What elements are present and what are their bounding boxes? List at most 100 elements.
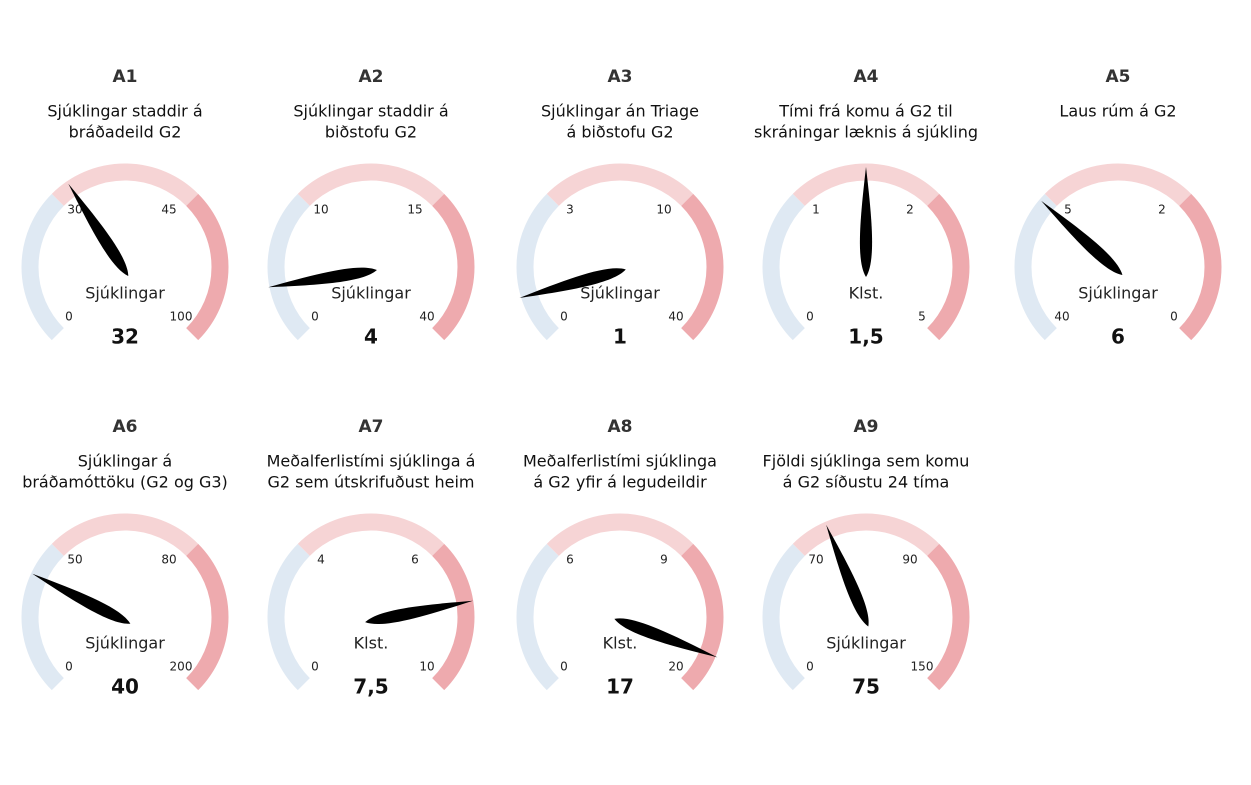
gauge-tick-label: 0: [311, 310, 319, 324]
gauge-band: [186, 543, 229, 691]
gauge-title: Laus rúm á G2: [1059, 102, 1176, 121]
gauge-code: A2: [359, 67, 384, 87]
gauge-unit: Sjúklingar: [85, 634, 165, 653]
gauge-title: Sjúklingar á: [78, 452, 172, 471]
gauge-tick-label: 0: [65, 310, 73, 324]
gauge-band: [432, 193, 475, 341]
gauge-unit: Sjúklingar: [826, 634, 906, 653]
gauge-needle: [32, 573, 131, 624]
gauge-title: Tími frá komu á G2 til: [778, 102, 952, 121]
gauge-band: [762, 543, 805, 691]
gauge-band: [681, 543, 724, 691]
gauge-band: [21, 193, 64, 341]
gauge-tick-label: 5: [918, 310, 926, 324]
gauge-tick-label: 0: [806, 310, 814, 324]
gauge-tick-label: 90: [902, 553, 917, 567]
gauge-unit: Sjúklingar: [1078, 284, 1158, 303]
gauge-tick-label: 0: [560, 660, 568, 674]
gauge-tick-label: 0: [560, 310, 568, 324]
gauge-code: A5: [1106, 67, 1131, 87]
gauge-needle: [365, 600, 474, 625]
gauge-unit: Sjúklingar: [85, 284, 165, 303]
gauge-tick-label: 6: [411, 553, 419, 567]
gauge-band: [297, 513, 445, 556]
gauge-value: 7,5: [353, 675, 388, 699]
gauge-tick-label: 10: [656, 203, 671, 217]
gauge-title: Meðalferlistími sjúklinga: [523, 452, 717, 471]
gauge-code: A9: [854, 417, 879, 437]
gauge-band: [792, 513, 940, 556]
gauge-needle: [519, 268, 626, 298]
gauge-band: [516, 193, 559, 341]
gauge-code: A6: [113, 417, 138, 437]
gauge-tick-label: 6: [566, 553, 574, 567]
gauge-needle: [268, 267, 377, 288]
gauge-title: Fjöldi sjúklinga sem komu: [763, 452, 970, 471]
gauge-tick-label: 3: [566, 203, 574, 217]
gauge-needle: [826, 524, 869, 627]
gauge-tick-label: 5: [1064, 203, 1072, 217]
gauge-value: 6: [1111, 325, 1125, 349]
gauge-tick-label: 80: [161, 553, 176, 567]
gauge-tick-label: 1: [812, 203, 820, 217]
gauge-unit: Sjúklingar: [331, 284, 411, 303]
gauge-title: Sjúklingar staddir á: [47, 102, 202, 121]
gauge-band: [546, 513, 694, 556]
gauge-tick-label: 20: [668, 660, 683, 674]
gauge-band: [1044, 163, 1192, 206]
gauge-unit: Klst.: [354, 634, 389, 653]
gauge-needle: [859, 167, 873, 277]
gauge-unit: Klst.: [849, 284, 884, 303]
gauge-value: 17: [606, 675, 634, 699]
gauge-value: 75: [852, 675, 880, 699]
gauge-band: [21, 543, 64, 691]
gauge-band: [51, 163, 199, 206]
gauge-tick-label: 30: [67, 203, 82, 217]
gauge-title: á biðstofu G2: [566, 123, 673, 142]
gauge-tick-label: 10: [419, 660, 434, 674]
gauge-band: [1014, 193, 1057, 341]
gauge-tick-label: 15: [407, 203, 422, 217]
gauge-band: [186, 193, 229, 341]
gauge-value: 4: [364, 325, 378, 349]
gauge-title: bráðadeild G2: [69, 123, 182, 142]
gauge-code: A8: [608, 417, 633, 437]
gauge-title: Sjúklingar án Triage: [541, 102, 699, 121]
gauge-tick-label: 100: [170, 310, 193, 324]
gauge-band: [297, 163, 445, 206]
gauge-tick-label: 40: [668, 310, 683, 324]
gauge-tick-label: 9: [660, 553, 668, 567]
gauge-band: [516, 543, 559, 691]
gauge-band: [762, 193, 805, 341]
gauge-title: á G2 yfir á legudeildir: [533, 473, 707, 492]
gauge-code: A4: [854, 67, 879, 87]
gauge-title: skráningar læknis á sjúkling: [754, 123, 978, 142]
gauge-value: 1: [613, 325, 627, 349]
gauge-band: [432, 543, 475, 691]
gauge-band: [267, 193, 310, 341]
gauge-title: á G2 síðustu 24 tíma: [783, 473, 950, 492]
gauge-band: [51, 513, 199, 556]
gauge-tick-label: 0: [806, 660, 814, 674]
gauge-code: A3: [608, 67, 633, 87]
gauge-tick-label: 70: [808, 553, 823, 567]
gauge-tick-label: 45: [161, 203, 176, 217]
gauge-tick-label: 4: [317, 553, 325, 567]
gauge-tick-label: 2: [906, 203, 914, 217]
gauge-unit: Klst.: [603, 634, 638, 653]
gauge-tick-label: 40: [1054, 310, 1069, 324]
gauge-unit: Sjúklingar: [580, 284, 660, 303]
gauge-title: bráðamóttöku (G2 og G3): [22, 473, 228, 492]
gauge-band: [927, 193, 970, 341]
gauge-title: Meðalferlistími sjúklinga á: [267, 452, 476, 471]
gauge-tick-label: 0: [311, 660, 319, 674]
gauge-needle: [68, 183, 129, 277]
gauge-band: [1179, 193, 1222, 341]
gauge-value: 1,5: [848, 325, 883, 349]
gauge-needle: [1041, 200, 1123, 276]
gauge-tick-label: 200: [170, 660, 193, 674]
gauge-code: A7: [359, 417, 384, 437]
gauge-tick-label: 150: [911, 660, 934, 674]
gauge-tick-label: 0: [1170, 310, 1178, 324]
